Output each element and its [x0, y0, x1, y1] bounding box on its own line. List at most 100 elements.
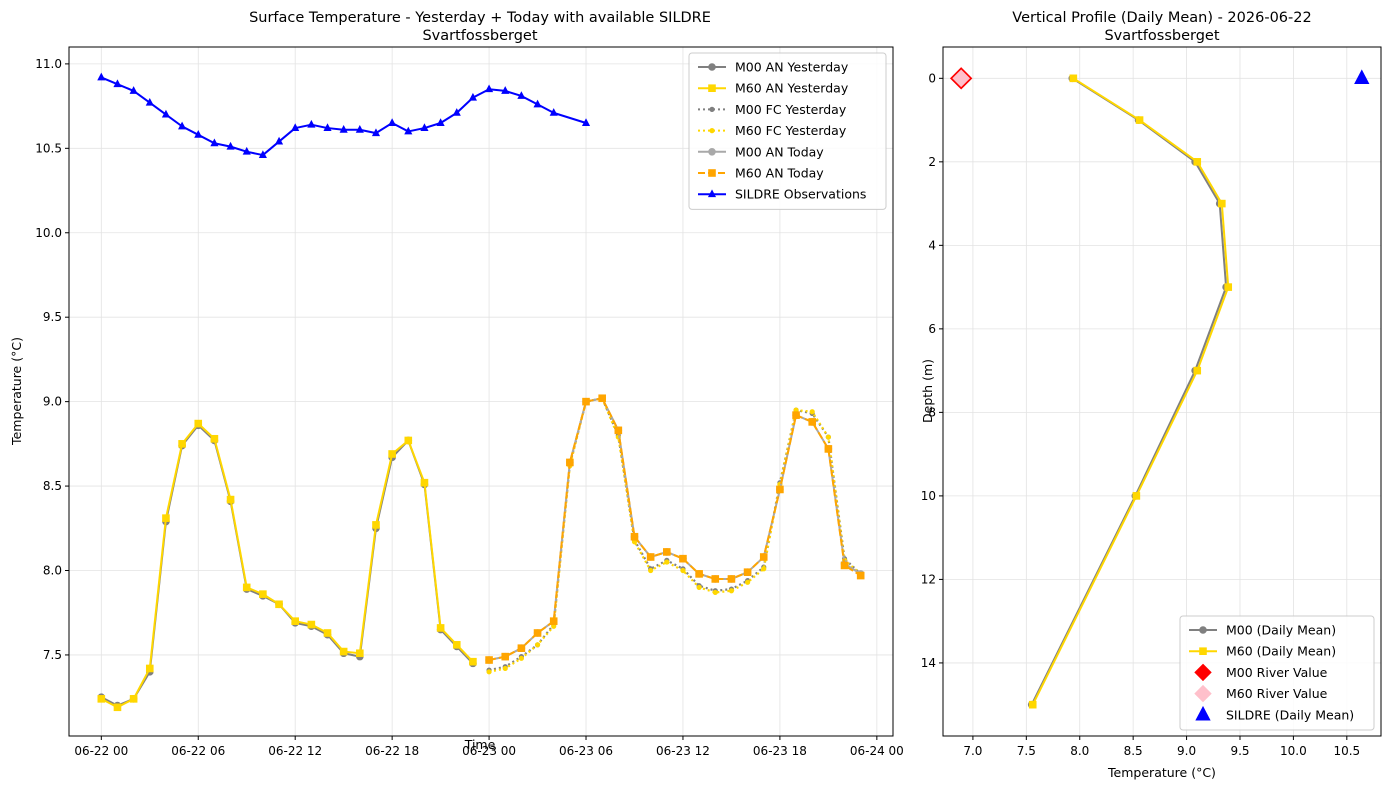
legend-label: M60 AN Yesterday: [735, 81, 849, 96]
series-layer: [949, 67, 1370, 709]
data-point: [776, 485, 784, 494]
data-point: [566, 458, 574, 467]
data-point: [291, 123, 300, 132]
y-tick-label: 2: [928, 155, 936, 169]
legend-swatch-marker: [1199, 647, 1207, 655]
series-line: [100, 76, 587, 157]
y-tick-label: 11.0: [35, 57, 62, 71]
data-point: [356, 649, 364, 658]
x-axis-label: Temperature (°C): [1107, 765, 1216, 780]
y-tick-label: 10: [921, 489, 936, 503]
data-point: [856, 571, 865, 580]
x-tick-label: 8.0: [1070, 744, 1089, 758]
legend-swatch-marker: [1195, 705, 1211, 721]
series-m60-fc-yesterday: [486, 395, 864, 675]
legend-item: M60 AN Yesterday: [698, 81, 849, 96]
series-line: [100, 422, 474, 709]
legend-swatch-marker: [708, 169, 716, 177]
data-point: [145, 97, 154, 106]
data-point: [744, 579, 751, 585]
data-point: [226, 495, 235, 504]
y-tick-label: 14: [921, 656, 936, 670]
x-axis: 06-22 00 06-22 06 06-22 12 06-22 18 06-23 00…: [74, 736, 904, 758]
legend-label: M60 River Value: [1226, 686, 1328, 701]
data-point: [161, 109, 171, 118]
x-tick-label: 06-23 00: [462, 744, 516, 758]
data-point: [323, 123, 332, 132]
series-sildre-daily-mean: [1354, 69, 1370, 84]
data-point: [679, 554, 687, 563]
legend-item: M60 River Value: [1194, 684, 1328, 703]
data-point: [129, 86, 138, 94]
legend-label: M00 AN Today: [735, 144, 824, 159]
x-tick-label: 06-22 06: [171, 744, 225, 758]
data-point: [663, 548, 671, 556]
data-point: [388, 450, 396, 458]
legend-label: SILDRE (Daily Mean): [1226, 707, 1354, 722]
data-point: [1069, 74, 1078, 83]
data-point: [1224, 283, 1233, 291]
y-axis: 0 2 4 6 8 10 12 14: [921, 71, 943, 670]
data-point: [372, 521, 380, 529]
data-point: [696, 584, 702, 590]
legend-label: SILDRE Observations: [735, 187, 866, 202]
data-point: [404, 126, 413, 135]
x-tick-label: 9.0: [1177, 744, 1196, 758]
y-axis: 7.5 8.0 8.5 9.0 9.5 10.0 10.5 11.0: [35, 57, 69, 662]
data-point: [275, 600, 283, 609]
surface-temperature-chart: Surface Temperature - Yesterday + Today …: [9, 10, 904, 758]
data-point: [129, 695, 138, 703]
legend-item: M60 AN Today: [698, 166, 824, 181]
legend-item: M60 FC Yesterday: [698, 123, 847, 138]
data-point: [1193, 158, 1202, 166]
legend-swatch-marker: [708, 63, 716, 71]
legend-swatch-marker: [707, 189, 717, 198]
legend-label: M60 AN Today: [735, 166, 824, 181]
data-point: [468, 92, 477, 101]
series-line: [488, 397, 862, 672]
data-point: [518, 655, 524, 661]
y-tick-label: 8.5: [43, 479, 62, 493]
data-point: [210, 138, 219, 147]
data-point: [194, 130, 203, 138]
data-point: [242, 146, 251, 155]
data-point: [549, 617, 558, 625]
data-point: [226, 141, 235, 150]
x-tick-label: 06-22 00: [74, 744, 128, 758]
series-m00-daily-mean: [1027, 74, 1230, 709]
legend-box: [688, 52, 887, 210]
data-point: [534, 642, 541, 648]
data-point: [97, 695, 106, 703]
x-tick-label: 10.5: [1333, 744, 1360, 758]
data-point: [420, 123, 429, 132]
data-point: [761, 566, 767, 572]
series-m00-an-today: [485, 394, 865, 664]
legend-swatch-marker: [1194, 663, 1212, 682]
data-point: [809, 409, 815, 415]
series-line: [488, 397, 862, 661]
chart-title: Surface Temperature - Yesterday + Today …: [249, 10, 711, 26]
data-point: [339, 124, 348, 133]
data-point: [242, 583, 251, 592]
y-tick-label: 10.5: [35, 141, 62, 155]
data-point: [113, 79, 122, 88]
x-tick-label: 06-24 00: [850, 744, 904, 758]
data-point: [727, 575, 736, 583]
data-point: [307, 620, 316, 629]
legend: M00 AN Yesterday M60 AN Yesterday M00 FC Y…: [688, 52, 887, 210]
legend-swatch-marker: [709, 128, 715, 134]
series-layer: [97, 72, 865, 712]
data-point: [743, 568, 752, 576]
data-point: [824, 445, 833, 453]
x-tick-label: 06-22 12: [268, 744, 322, 758]
chart-subtitle: Svartfossberget: [1104, 28, 1219, 44]
data-point: [759, 553, 768, 561]
x-tick-label: 06-23 12: [656, 744, 710, 758]
data-point: [162, 514, 170, 522]
legend: M00 (Daily Mean) M60 (Daily Mean) M00 Rive…: [1179, 615, 1375, 731]
data-point: [711, 575, 720, 583]
series-m60-an-today: [485, 394, 865, 664]
data-point: [486, 669, 492, 675]
data-point: [840, 561, 849, 570]
legend-label: M00 AN Yesterday: [735, 60, 849, 75]
